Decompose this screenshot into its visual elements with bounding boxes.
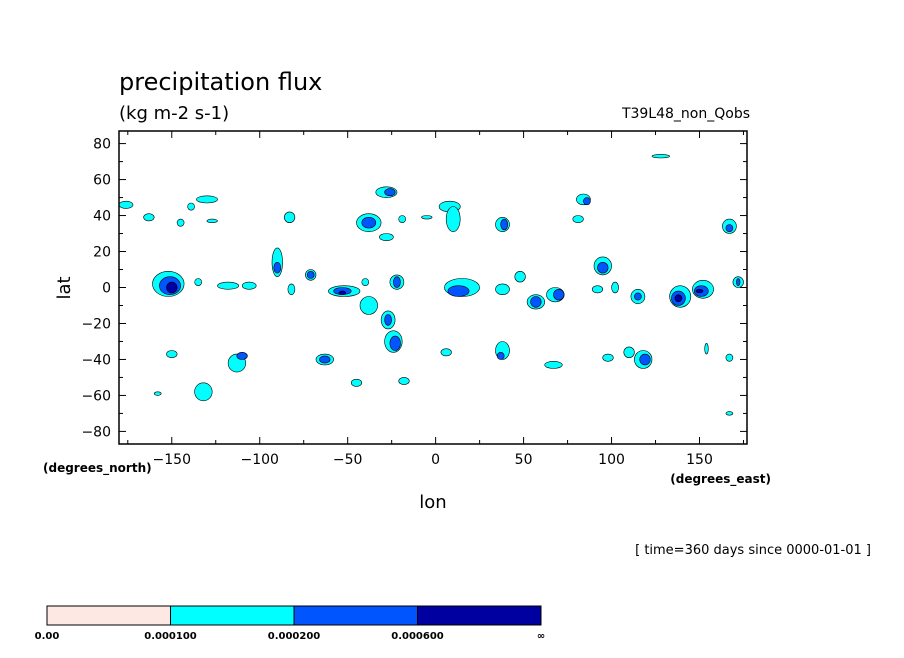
x-tick-label: 0	[431, 452, 440, 468]
contour-cell	[206, 218, 218, 223]
contour-cell	[445, 206, 461, 233]
x-tick-label: −100	[241, 452, 279, 468]
contour-cell	[725, 224, 734, 232]
colorbar-label: ∞	[537, 631, 545, 642]
contour-cell	[514, 271, 526, 283]
contour-cell	[583, 197, 591, 206]
contour-cell	[544, 360, 563, 369]
contour-cell	[118, 200, 134, 209]
colorbar-segment	[293, 605, 418, 626]
colorbar-segment	[417, 605, 542, 626]
contour-cell	[611, 281, 619, 294]
colorbar-label: 0.000100	[144, 631, 197, 642]
contour-cell	[384, 314, 392, 326]
x-tick-label: −150	[153, 452, 191, 468]
contour-cell	[597, 262, 609, 274]
contour-cell	[194, 382, 213, 402]
y-tick-label: 20	[93, 245, 111, 261]
colorbar-label: 0.00	[35, 631, 60, 642]
contour-cell	[319, 355, 331, 364]
y-tick-label: 80	[93, 137, 111, 153]
contour-cell	[284, 211, 296, 224]
contour-cell	[217, 281, 240, 290]
contour-cell	[196, 195, 218, 204]
y-tick-label: −60	[81, 388, 111, 404]
x-axis-label: lon	[419, 492, 446, 513]
y-axis-ticks: 80 60 40 20 0 −20 −40 −60 −80	[81, 137, 747, 440]
contour-cell	[287, 283, 296, 295]
contour-cell	[166, 281, 178, 294]
contour-cell	[236, 351, 248, 360]
contour-cell	[725, 353, 734, 362]
contour-cell	[361, 278, 370, 286]
contour-cell	[602, 353, 614, 362]
run-label: T39L48_non_Qobs	[621, 106, 750, 122]
time-label: [ time=360 days since 0000-01-01 ]	[635, 543, 871, 558]
contour-cell	[572, 215, 584, 223]
contour-cells	[118, 154, 744, 416]
chart-units: (kg m-2 s-1)	[119, 103, 229, 124]
contour-cell	[153, 391, 162, 396]
contour-cell	[361, 217, 377, 229]
contour-cell	[495, 283, 510, 295]
colorbar-label: 0.000200	[268, 631, 321, 642]
y-axis-label: lat	[54, 276, 75, 299]
contour-cell	[421, 215, 433, 220]
y-tick-label: 0	[102, 281, 111, 297]
contour-cell	[393, 276, 401, 288]
contour-cell	[398, 215, 407, 223]
contour-cell	[496, 351, 505, 360]
colorbar-label: 0.000600	[391, 631, 444, 642]
contour-cell	[384, 188, 396, 197]
x-axis-ticks: −150 −100 −50 0 50 100 150	[127, 131, 744, 468]
contour-cell	[440, 348, 452, 357]
x-tick-label: 50	[515, 452, 533, 468]
y-tick-label: −80	[81, 424, 111, 440]
y-tick-label: 60	[93, 173, 111, 189]
contour-cell	[639, 353, 651, 366]
x-tick-label: 150	[686, 452, 713, 468]
contour-cell	[530, 296, 542, 308]
plot-background	[119, 131, 747, 444]
chart-title: precipitation flux	[119, 68, 322, 96]
x-tick-label: 100	[598, 452, 625, 468]
contour-cell	[359, 296, 378, 315]
contour-cell	[306, 270, 315, 279]
contour-cell	[338, 290, 347, 296]
contour-cell	[695, 289, 704, 294]
contour-cell	[143, 213, 155, 222]
contour-cell	[166, 350, 178, 358]
contour-cell	[704, 343, 709, 355]
contour-cell	[379, 233, 394, 241]
contour-cell	[591, 285, 604, 294]
contour-cell	[389, 335, 401, 351]
contour-cell	[736, 278, 741, 286]
y-tick-label: −40	[81, 352, 111, 368]
contour-cell	[273, 262, 282, 274]
x-tick-label: −50	[333, 452, 363, 468]
plot-area: −150 −100 −50 0 50 100 150 806040200−20−40−60−…	[81, 130, 748, 468]
y-tick-label: 40	[93, 209, 111, 225]
colorbar-segment	[170, 605, 295, 626]
y-units-label: (degrees_north)	[43, 461, 152, 476]
contour-cell	[623, 346, 635, 358]
y-tick-label: −20	[81, 316, 111, 332]
colorbar-segment	[46, 605, 171, 626]
contour-cell	[651, 154, 670, 159]
contour-cell	[553, 289, 565, 301]
contour-cell	[350, 378, 363, 387]
contour-cell	[500, 218, 509, 231]
contour-cell	[634, 292, 642, 301]
x-units-label: (degrees_east)	[670, 472, 771, 487]
contour-cell	[447, 285, 470, 297]
contour-cell	[398, 377, 410, 385]
contour-cell	[674, 294, 683, 303]
contour-cell	[725, 411, 734, 416]
contour-cell	[241, 281, 257, 290]
contour-cell	[194, 278, 202, 286]
contour-cell	[187, 202, 195, 211]
contour-cell	[176, 218, 185, 227]
colorbar: 0.00 0.000100 0.000200 0.000600 ∞	[35, 605, 545, 642]
